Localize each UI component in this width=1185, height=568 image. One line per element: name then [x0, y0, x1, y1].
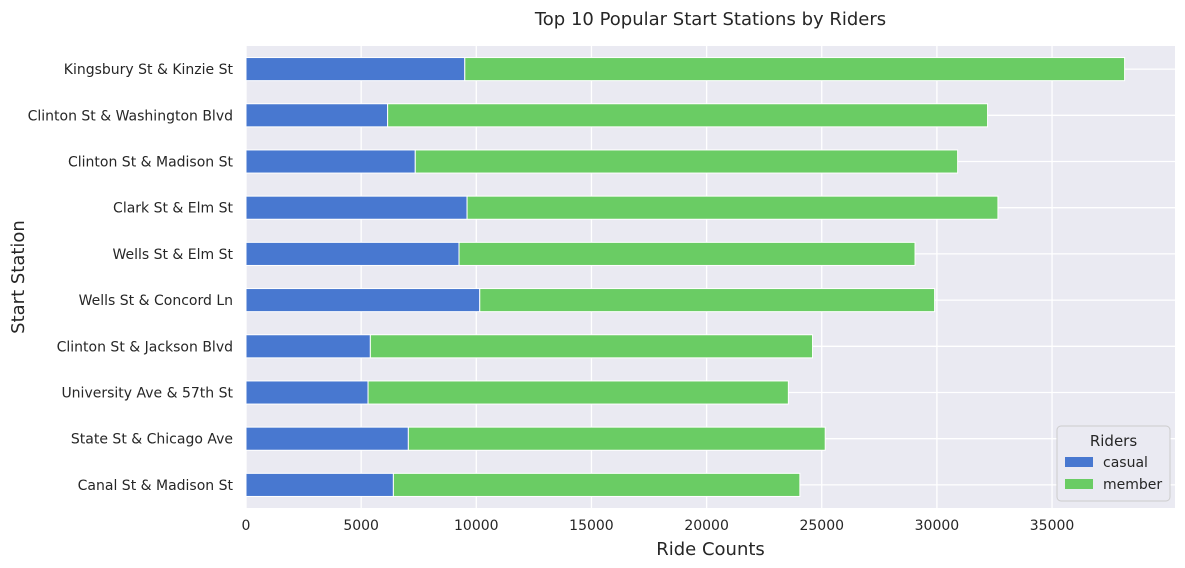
bar-casual	[245, 472, 394, 497]
x-tick-labels: 0 5000 10000 15000 20000 25000 30000 35000	[242, 518, 1075, 534]
x-tick-label: 5000	[343, 518, 379, 534]
legend-label-member: member	[1103, 477, 1162, 493]
legend-swatch-member	[1065, 479, 1093, 489]
legend: Riders casual member	[1056, 425, 1171, 502]
x-tick-label: 20000	[684, 518, 729, 534]
bar-casual	[245, 57, 466, 82]
x-tick-label: 0	[242, 518, 251, 534]
bar-casual	[245, 103, 389, 128]
y-tick-label: Kingsbury St & Kinzie St	[64, 62, 234, 78]
bar-member	[479, 288, 936, 313]
bar-casual	[245, 426, 409, 451]
bar-member	[464, 57, 1126, 82]
x-axis-label: Ride Counts	[656, 539, 765, 560]
x-tick-label: 30000	[915, 518, 960, 534]
y-axis-label: Start Station	[8, 220, 29, 334]
bar-casual	[245, 195, 468, 220]
bar-member	[367, 380, 789, 405]
bar-member	[414, 149, 959, 174]
y-tick-label: Clinton St & Madison St	[68, 155, 234, 171]
y-tick-labels: Kingsbury St & Kinzie St Clinton St & Was…	[28, 62, 234, 494]
y-tick-label: Wells St & Concord Ln	[79, 293, 233, 309]
x-tick-label: 10000	[454, 518, 499, 534]
bar-member	[458, 241, 916, 266]
bar-member	[369, 334, 814, 359]
y-tick-label: University Ave & 57th St	[61, 386, 233, 402]
y-tick-label: State St & Chicago Ave	[71, 432, 233, 448]
x-tick-label: 35000	[1030, 518, 1075, 534]
bar-member	[466, 195, 999, 220]
chart-title: Top 10 Popular Start Stations by Riders	[534, 9, 886, 30]
x-tick-label: 15000	[569, 518, 614, 534]
bar-casual	[245, 288, 481, 313]
y-tick-label: Canal St & Madison St	[78, 478, 234, 494]
y-tick-label: Clark St & Elm St	[113, 201, 233, 217]
legend-items: casual member	[1065, 455, 1162, 493]
bar-casual	[245, 380, 369, 405]
x-tick-label: 25000	[799, 518, 844, 534]
y-tick-label: Wells St & Elm St	[112, 247, 233, 263]
legend-title: Riders	[1090, 432, 1138, 450]
legend-label-casual: casual	[1103, 455, 1148, 471]
bar-member	[407, 426, 826, 451]
bar-casual	[245, 149, 416, 174]
bar-member	[387, 103, 989, 128]
legend-swatch-casual	[1065, 457, 1093, 467]
bar-member	[392, 472, 801, 497]
bar-casual	[245, 241, 460, 266]
bar-casual	[245, 334, 371, 359]
bars	[245, 57, 1126, 497]
y-tick-label: Clinton St & Washington Blvd	[28, 108, 233, 124]
y-tick-label: Clinton St & Jackson Blvd	[57, 339, 233, 355]
